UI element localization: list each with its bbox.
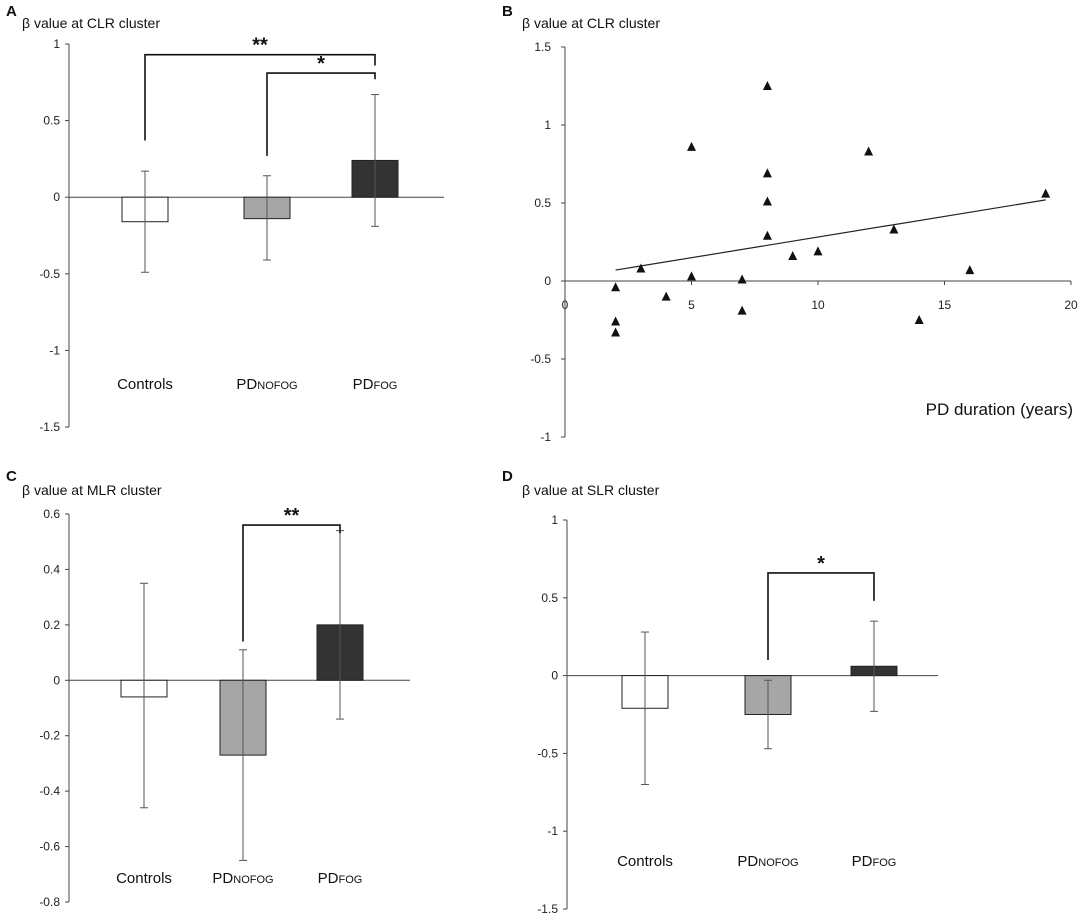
significance-label: ** [284, 505, 300, 527]
chart-title: β value at CLR cluster [522, 15, 660, 31]
y-tick-label: 0 [551, 669, 558, 683]
y-tick-label: -1 [540, 430, 551, 444]
panel-label: C [6, 468, 17, 485]
significance-bracket [767, 572, 875, 661]
y-tick-label: 0.5 [43, 114, 60, 128]
data-point [914, 315, 924, 324]
y-tick-label: 1 [544, 118, 551, 132]
category-label: PDFOG [852, 853, 897, 870]
chart-title: β value at MLR cluster [22, 482, 162, 498]
y-tick-label: -1 [49, 343, 60, 357]
category-label-main: PD [737, 853, 758, 870]
category-label: Controls [117, 376, 173, 393]
data-point [661, 291, 671, 301]
y-tick-label: 0.5 [541, 591, 558, 605]
y-tick-label: -1.5 [39, 420, 60, 434]
significance-bracket [266, 72, 376, 156]
x-tick-label: 15 [938, 298, 952, 312]
y-tick-label: -0.5 [39, 267, 60, 281]
category-label-main: PD [236, 376, 257, 393]
y-tick-label: -0.5 [537, 746, 558, 760]
y-tick-label: 0 [53, 190, 60, 204]
category-label-main: PD [852, 853, 873, 870]
data-point [889, 224, 899, 234]
y-tick-label: 1.5 [534, 40, 551, 54]
data-point [813, 246, 823, 256]
significance-bracket [242, 524, 341, 642]
y-tick-label: 0 [53, 673, 60, 687]
significance-bracket [144, 53, 376, 141]
panel-label: A [6, 3, 17, 20]
significance-label: * [317, 53, 325, 75]
data-point [965, 265, 975, 275]
category-label-main: Controls [617, 853, 673, 870]
category-label: Controls [116, 870, 172, 887]
category-label: PDNOFOG [212, 870, 273, 887]
category-label-sub: FOG [374, 380, 398, 392]
trendline [615, 199, 1046, 271]
data-point [762, 81, 772, 90]
category-label: PDFOG [353, 376, 398, 393]
category-label-main: PD [353, 376, 374, 393]
y-tick-label: -0.5 [530, 352, 551, 366]
x-axis-label: PD duration (years) [926, 400, 1073, 419]
data-point [1041, 188, 1051, 198]
chart-panel-c: Cβ value at MLR cluster 0.6 0.4 0.2 0 -0.2 -0.… [6, 468, 410, 909]
category-label: PDNOFOG [236, 376, 297, 393]
category-label-sub: FOG [339, 874, 363, 886]
category-label-main: Controls [116, 870, 172, 887]
y-tick-label: -1 [547, 824, 558, 838]
data-point [611, 327, 621, 337]
x-tick-label: 5 [688, 298, 695, 312]
data-point [762, 196, 772, 206]
category-label-sub: NOFOG [233, 874, 273, 886]
chart-panel-d: Dβ value at SLR cluster 1 0.5 0 -0.5 -1 -1.5 Co… [502, 468, 938, 916]
data-point [687, 271, 696, 281]
category-label: PDFOG [318, 870, 363, 887]
chart-title: β value at SLR cluster [522, 482, 660, 498]
chart-panel-b: Bβ value at CLR cluster 1.5 1 0.5 0 -0.5 -1 0 5 1… [502, 3, 1078, 444]
y-tick-label: 0.6 [43, 507, 60, 521]
panel-label: B [502, 3, 513, 20]
chart-title: β value at CLR cluster [22, 15, 160, 31]
data-point [737, 305, 747, 315]
x-tick-label: 10 [811, 298, 825, 312]
category-label-main: PD [212, 870, 233, 887]
y-tick-label: 0 [544, 274, 551, 288]
x-tick-label: 20 [1064, 298, 1078, 312]
category-label-sub: NOFOG [758, 857, 798, 869]
data-point [762, 230, 772, 240]
y-tick-label: -0.8 [39, 895, 60, 909]
significance-label: ** [252, 35, 268, 57]
category-label-sub: FOG [873, 857, 897, 869]
data-point [788, 251, 798, 261]
y-tick-label: -1.5 [537, 902, 558, 916]
y-tick-label: 1 [53, 37, 60, 51]
y-tick-label: 0.5 [534, 196, 551, 210]
data-point [611, 282, 621, 292]
data-point [687, 141, 696, 151]
significance-label: * [817, 553, 825, 575]
category-label-main: PD [318, 870, 339, 887]
y-tick-label: 1 [551, 513, 558, 527]
y-tick-label: -0.2 [39, 729, 60, 743]
data-point [737, 274, 747, 284]
y-tick-label: -0.4 [39, 784, 60, 798]
data-point [611, 316, 621, 326]
category-label-main: Controls [117, 376, 173, 393]
category-label: Controls [617, 853, 673, 870]
chart-panel-a: Aβ value at CLR cluster 1 0.5 0 -0.5 -1 -1.5 Co… [6, 3, 444, 434]
data-point [864, 146, 874, 156]
x-tick-label: 0 [562, 298, 569, 312]
category-label: PDNOFOG [737, 853, 798, 870]
panel-label: D [502, 468, 513, 485]
y-tick-label: 0.4 [43, 562, 60, 576]
data-point [762, 168, 772, 178]
y-tick-label: -0.6 [39, 840, 60, 854]
data-point [636, 263, 646, 273]
y-tick-label: 0.2 [43, 618, 60, 632]
category-label-sub: NOFOG [257, 380, 297, 392]
